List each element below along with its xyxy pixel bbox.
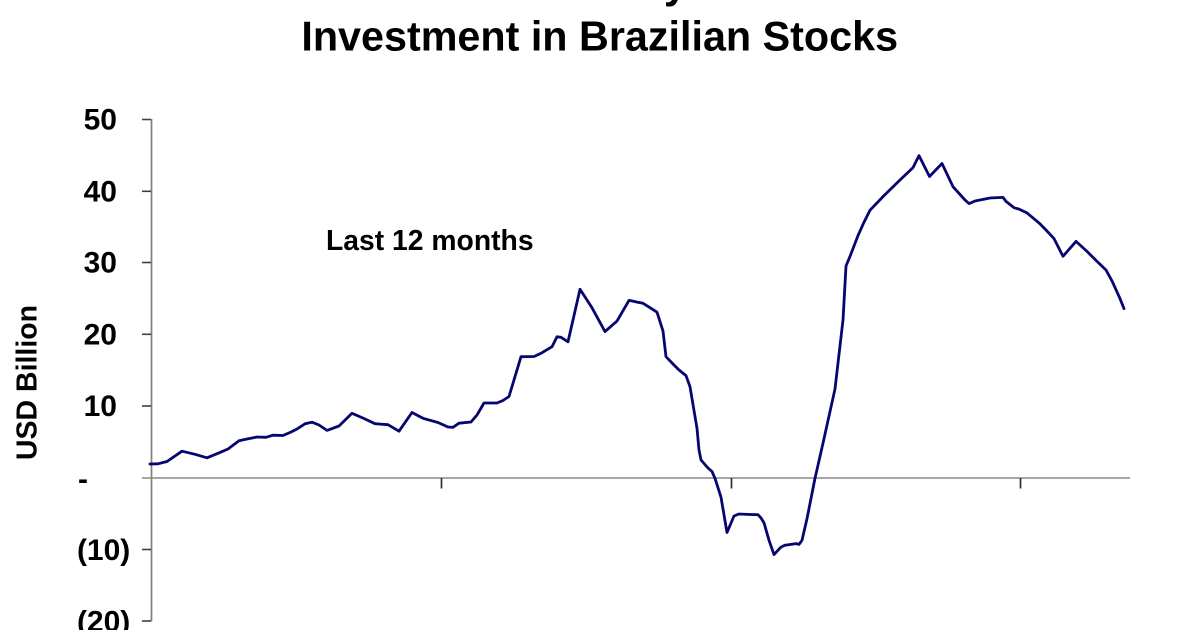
svg-text:USD Billion: USD Billion bbox=[11, 305, 43, 460]
svg-text:40: 40 bbox=[84, 175, 117, 208]
svg-text:30: 30 bbox=[84, 247, 117, 280]
svg-text:(10): (10) bbox=[77, 534, 130, 567]
svg-text:20: 20 bbox=[84, 318, 117, 351]
svg-text:Last 12 months: Last 12 months bbox=[326, 224, 534, 256]
svg-text:(20): (20) bbox=[77, 606, 130, 630]
svg-text:-: - bbox=[78, 463, 88, 496]
svg-text:y: y bbox=[664, 0, 688, 7]
svg-text:10: 10 bbox=[84, 390, 117, 423]
svg-text:50: 50 bbox=[84, 104, 117, 137]
svg-text:Investment in Brazilian Stocks: Investment in Brazilian Stocks bbox=[301, 13, 898, 59]
